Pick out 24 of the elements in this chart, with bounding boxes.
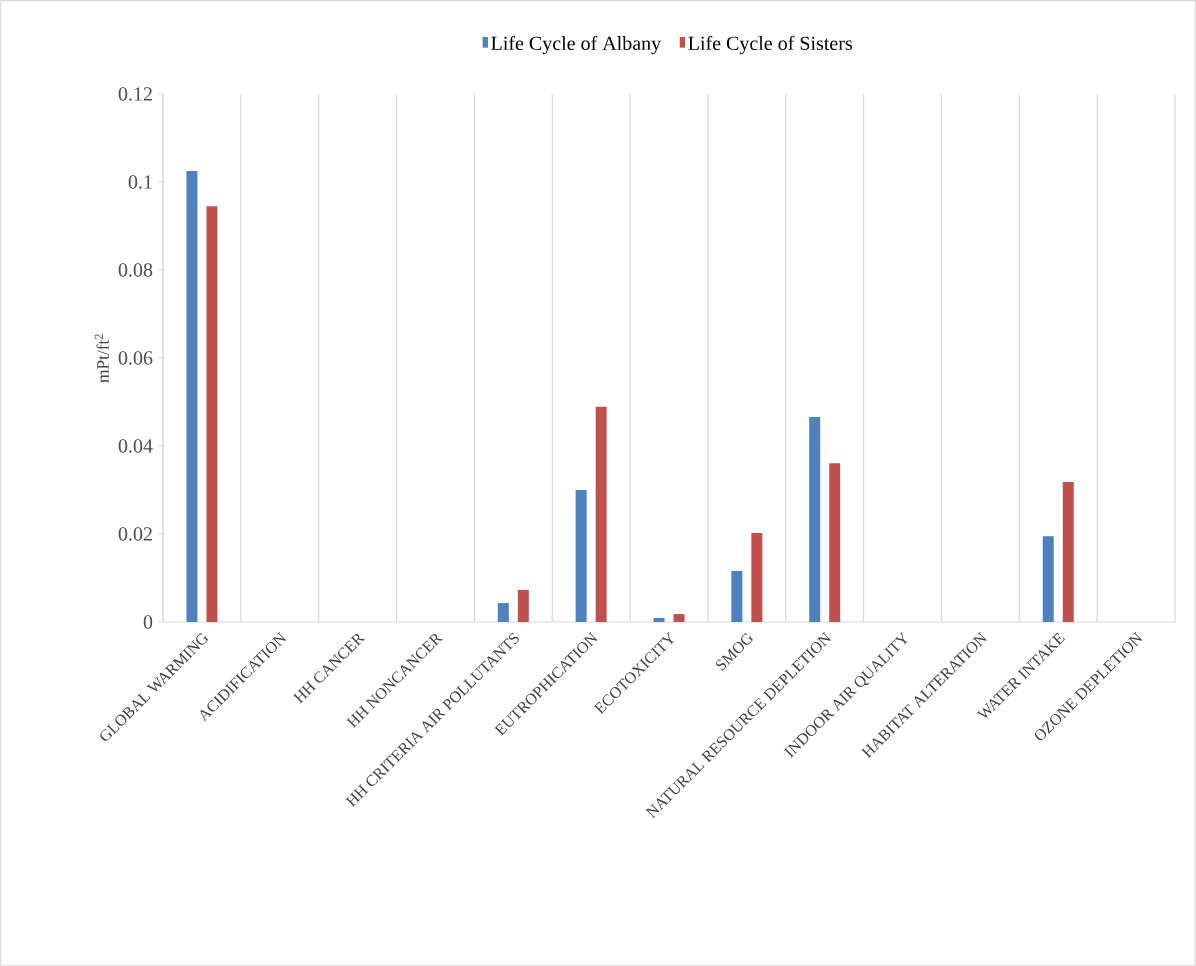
bar	[1042, 536, 1054, 622]
bar	[206, 206, 218, 622]
bar	[497, 603, 509, 622]
legend-label: Life Cycle of Albany	[491, 35, 662, 55]
bar	[517, 589, 529, 622]
y-tick-label: 0	[143, 615, 153, 629]
bar	[186, 170, 198, 622]
bar	[653, 618, 665, 622]
bar	[673, 614, 685, 622]
bar	[829, 463, 841, 622]
y-tick-label: 0.06	[118, 351, 153, 365]
bar	[595, 406, 607, 622]
y-tick-label: 0.02	[118, 527, 152, 541]
y-tick-label: 0.12	[118, 87, 152, 101]
bar	[809, 416, 821, 622]
bar	[1062, 482, 1074, 622]
y-tick-label: 0.08	[118, 263, 153, 277]
bar	[751, 533, 763, 622]
y-tick-label: 0.1	[128, 175, 152, 189]
bar	[575, 489, 587, 622]
y-axis-title: mPt/ft$^{2}$	[94, 334, 109, 383]
y-tick-label: 0.04	[118, 439, 153, 453]
legend-label: Life Cycle of Sisters	[688, 35, 852, 55]
bar	[731, 570, 743, 622]
